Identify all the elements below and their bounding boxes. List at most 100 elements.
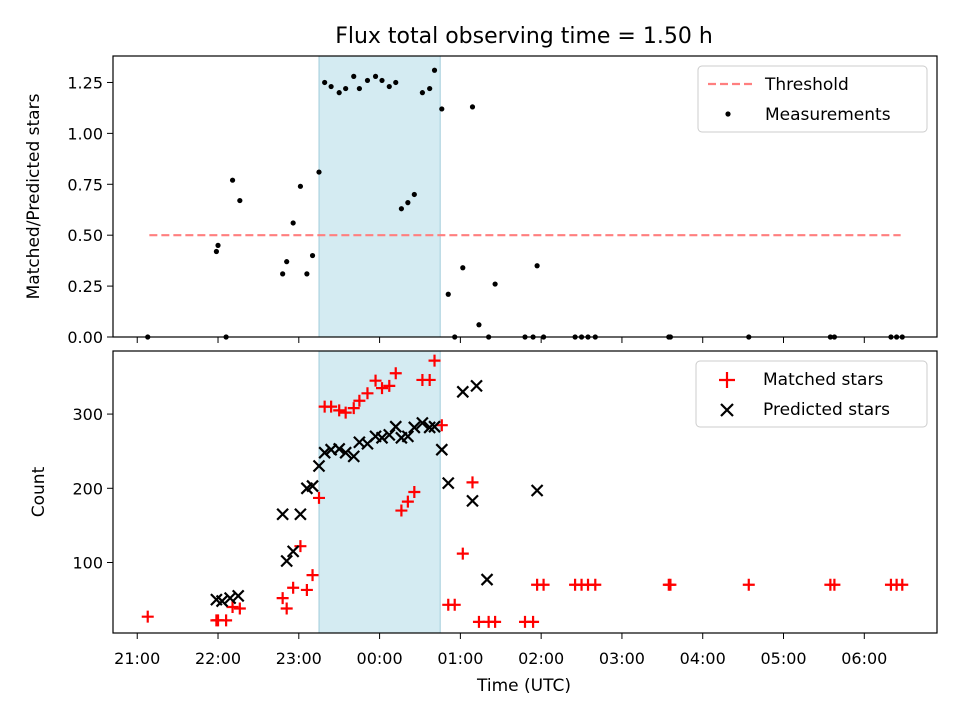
x-tick-label: 04:00 [680,649,726,668]
measurement-point [284,259,290,265]
measurement-point [304,271,310,277]
matched-point [408,486,421,498]
matched-point [389,367,402,380]
matched-point [489,615,502,628]
matched-point [435,419,448,432]
predicted-point [408,421,421,434]
legend-measurements-label: Measurements [765,105,891,125]
predicted-point [470,379,483,393]
x-tick-label: 05:00 [760,649,806,668]
measurement-point [309,252,316,259]
x-axis: 21:00 22:00 23:00 00:00 01:00 02:00 03:00 04:00… [114,337,887,668]
x-tick-label: 06:00 [841,649,887,668]
measurement-point [372,73,379,79]
measurement-point [411,191,417,198]
y-tick-label: 0.75 [67,175,103,194]
predicted-point [332,442,346,456]
predicted-point [416,416,429,430]
matched-point [527,615,540,628]
measurement-point [445,291,451,297]
predicted-point [466,494,479,508]
measurement-point [427,85,433,92]
bottom-axes-frame [112,350,938,634]
x-tick-label: 21:00 [114,649,160,668]
measurement-point [379,77,385,84]
matched-point [353,394,366,407]
predicted-point [375,431,389,445]
measurement-point [419,90,426,96]
predicted-point [306,479,319,493]
legend-measurement-swatch [725,111,731,117]
matched-point [276,592,289,605]
measurement-point [328,83,334,90]
matched-point [141,610,154,623]
predicted-point [286,545,300,558]
matched-point [376,382,389,395]
y-tick-label: 1.25 [67,73,103,92]
measurement-point [386,83,392,90]
measurement-point [213,248,220,255]
matched-point [395,504,408,517]
matched-point [423,373,436,386]
measurement-point [322,79,328,86]
matched-point [664,578,677,591]
top-axes-frame [112,55,938,338]
matched-point [466,476,479,489]
matched-point [428,354,441,367]
predicted-point [441,476,455,490]
bottom-panel: 100 200 300 Count Matched stars Predicted … [29,337,938,696]
measurement-point [364,77,371,84]
x-tick-label: 03:00 [599,649,645,668]
predicted-point [435,443,449,456]
x-tick-label: 02:00 [518,649,564,668]
measurement-point [290,220,296,226]
y-tick-label: 0.50 [67,226,103,245]
x-tick-label: 23:00 [276,649,322,668]
measurement-point [492,281,498,287]
measurement-point [393,79,399,86]
matched-point [742,578,755,591]
top-panel: 0.00 0.25 0.50 0.75 1.00 1.25 Matched/Predict… [24,55,938,347]
predicted-point [401,430,415,443]
matched-point [313,491,325,504]
y-tick-label: 0.25 [67,277,103,296]
x-tick-label: 22:00 [195,649,241,668]
matched-point [383,379,396,392]
predicted-point [339,446,352,459]
matched-point [448,598,461,611]
matched-points [141,354,909,628]
top-y-label: Matched/Predicted stars [24,93,44,299]
measurement-point [237,197,243,204]
legend-matched-swatch [719,372,735,388]
matched-point [306,569,319,582]
matched-point [333,404,346,417]
predicted-point [276,507,289,521]
measurement-point [476,322,482,328]
y-tick-label: 200 [72,479,103,498]
matched-point [589,578,602,591]
measurement-point [280,271,286,277]
legend-predicted-swatch [720,403,734,417]
matched-point [369,374,382,387]
predicted-point [231,589,245,603]
predicted-points [210,379,544,608]
measurement-point [343,85,349,92]
bottom-y-label: Count [29,466,49,517]
y-tick-label: 1.00 [67,124,103,143]
predicted-point [280,554,293,568]
matched-point [300,583,313,596]
matched-point [896,578,909,591]
bottom-y-axis: 100 200 300 [72,405,113,573]
top-y-axis: 0.00 0.25 0.50 0.75 1.00 1.25 [67,73,113,347]
matched-point [339,406,352,419]
matched-point [226,601,239,614]
matched-point [233,602,246,615]
predicted-point [215,594,229,608]
predicted-point [312,459,326,473]
x-tick-label: 00:00 [357,649,403,668]
highlight-span [318,55,441,338]
measurement-point [431,67,438,73]
measurement-point [460,265,466,271]
legend-predicted-label: Predicted stars [763,400,890,420]
